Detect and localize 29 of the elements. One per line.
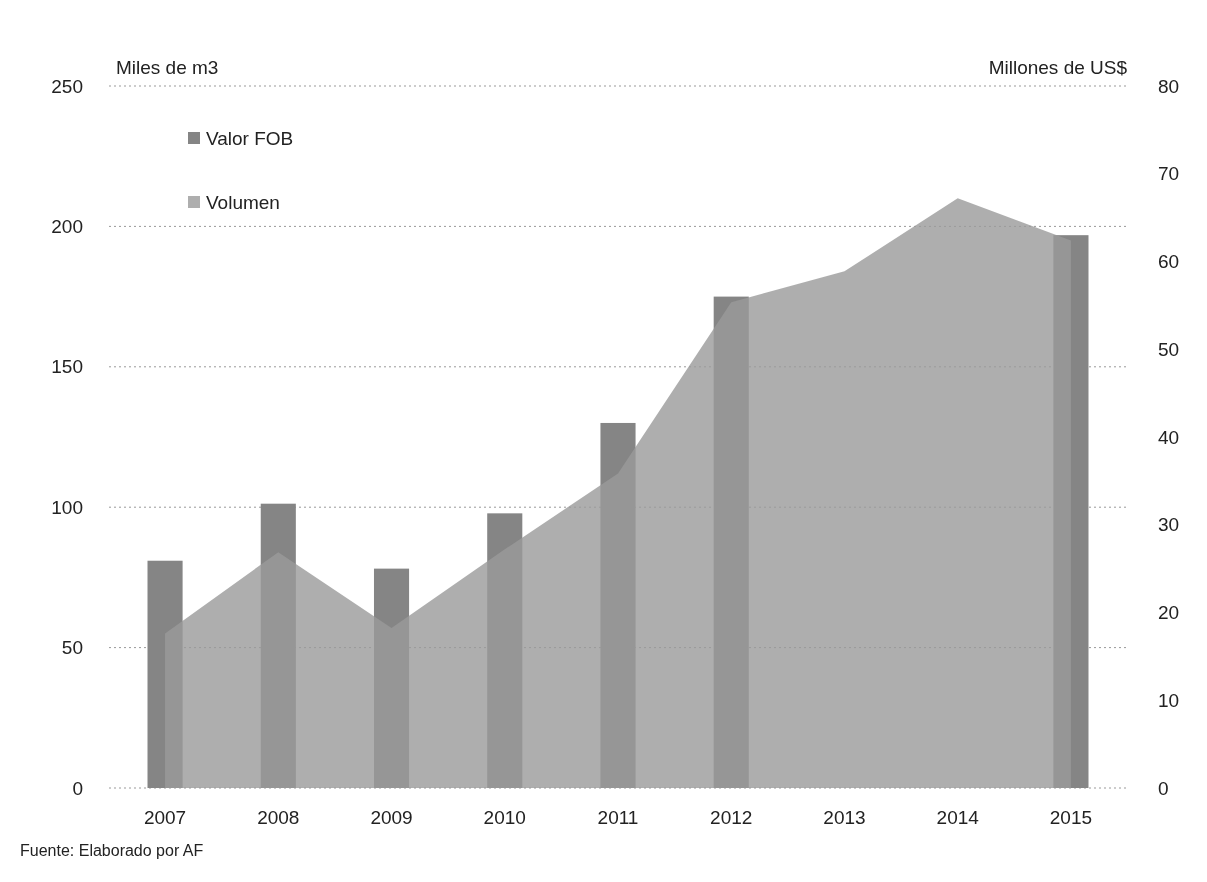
x-tick-label: 2007	[143, 807, 187, 828]
y-tick-label: 50	[61, 637, 83, 659]
y-tick-label: 200	[51, 216, 83, 238]
x-tick-label: 2008	[257, 807, 300, 828]
x-tick-label: 2012	[710, 807, 753, 828]
legend-label: Valor FOB	[206, 127, 294, 149]
source-note: Fuente: Elaborado por AF	[20, 842, 204, 859]
y2-tick-label: 70	[1158, 163, 1180, 185]
y2-tick-label: 60	[1158, 251, 1180, 273]
y2-tick-label: 40	[1158, 426, 1180, 448]
y2-tick-label: 10	[1158, 689, 1180, 711]
y-tick-label: 150	[51, 356, 83, 378]
legend-label: Volumen	[206, 191, 280, 213]
x-tick-label: 2011	[597, 807, 639, 828]
y2-tick-label: 20	[1158, 602, 1180, 624]
y2-tick-label: 50	[1158, 338, 1180, 360]
y2-axis-title: Millones de US$	[988, 57, 1128, 78]
x-tick-label: 2013	[823, 807, 866, 828]
x-tick-label: 2010	[483, 807, 526, 828]
x-tick-label: 2015	[1049, 807, 1093, 828]
y2-tick-label: 80	[1158, 75, 1180, 97]
x-tick-label: 2009	[370, 807, 413, 828]
x-tick-label: 2014	[936, 807, 980, 828]
y-axis-title: Miles de m3	[116, 57, 219, 78]
y2-tick-label: 30	[1158, 514, 1180, 536]
y-tick-label: 250	[51, 75, 83, 97]
y-tick-label: 0	[72, 777, 83, 799]
y2-tick-label: 0	[1158, 777, 1169, 799]
y-tick-label: 100	[51, 496, 83, 518]
